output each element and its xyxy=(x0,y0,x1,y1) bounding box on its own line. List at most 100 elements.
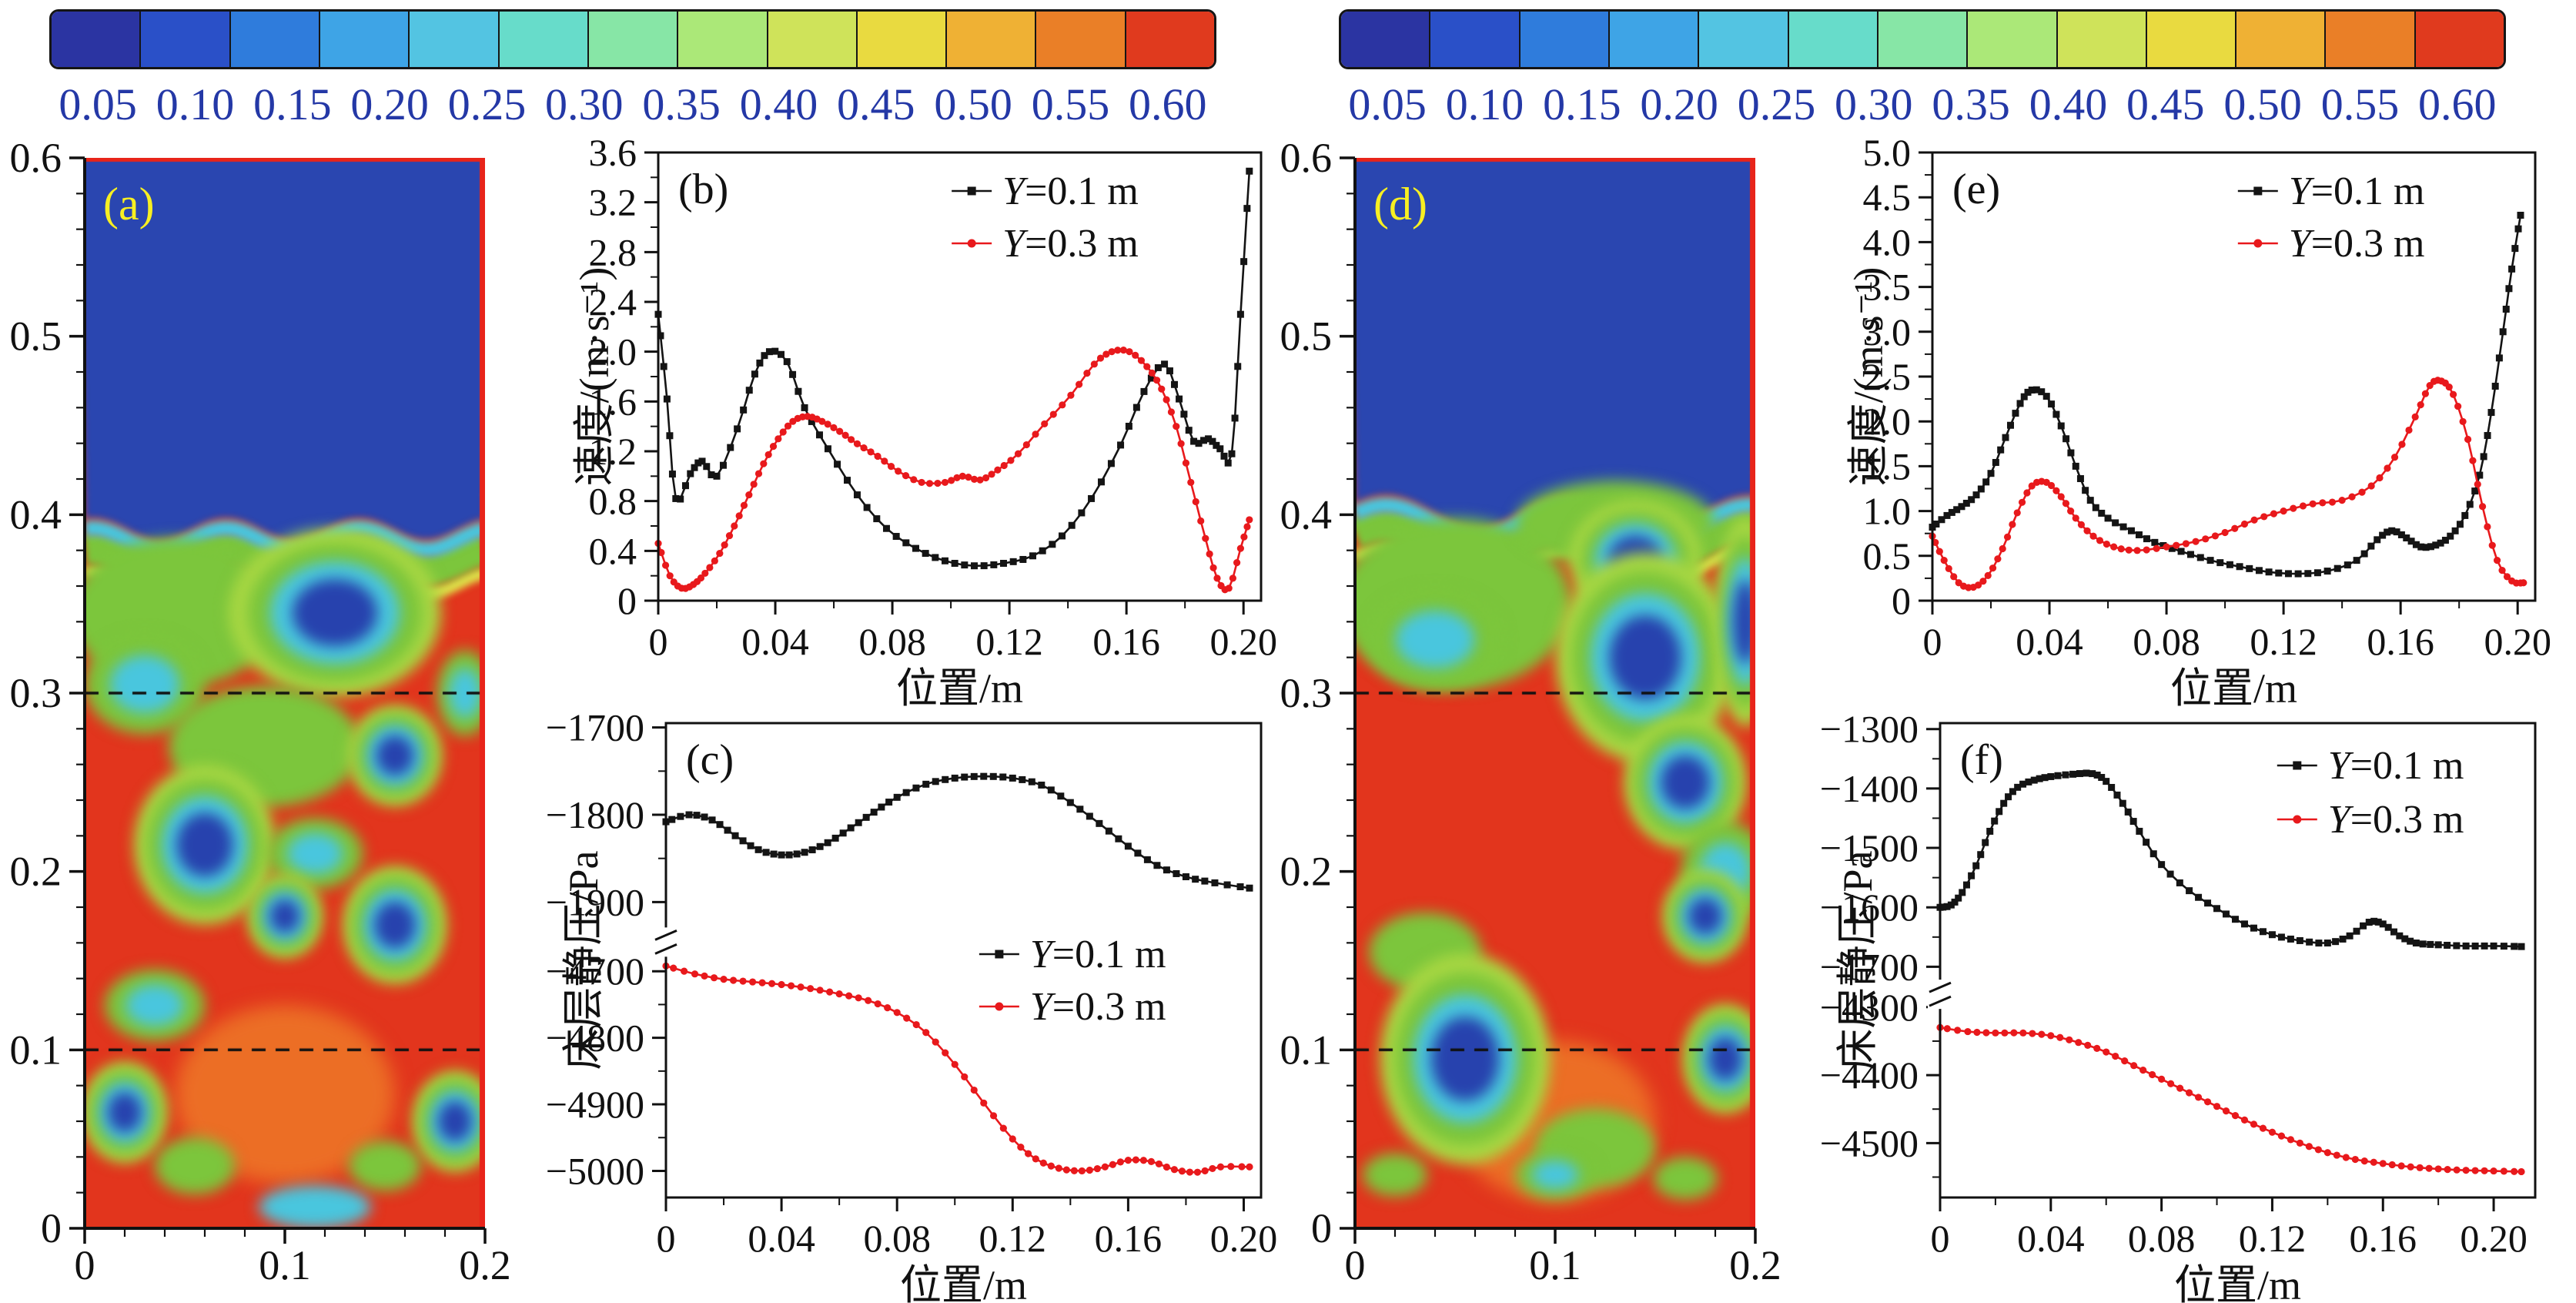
svg-text:2.8: 2.8 xyxy=(589,230,637,273)
colorbar-tick-label: 0.05 xyxy=(59,79,137,129)
colorbar-tick-label: 0.40 xyxy=(2029,79,2108,129)
svg-text:0: 0 xyxy=(41,1205,62,1251)
panel-a-contour: 0 0.1 0.2 0.3 0.4 0.5 0.6 0 0.1 0.2 (a) xyxy=(10,135,516,1290)
svg-text:0.6: 0.6 xyxy=(10,135,62,181)
legend-label: Y=0.1 m xyxy=(2328,744,2464,788)
svg-text:0.5: 0.5 xyxy=(10,313,62,360)
panel-b-velocity-chart: 0 0.4 0.8 1.2 1.6 2.0 2.4 2.8 3.2 3.6 0 0.04 0.08 0.1… xyxy=(571,131,1277,712)
panel-letter: (b) xyxy=(678,166,728,213)
colorbar-tick-label: 0.25 xyxy=(1737,79,1816,129)
series-1 xyxy=(654,167,1253,570)
colorbar-left: 0.05 0.10 0.15 0.20 0.25 0.30 0.35 0.40 0.45 0.50… xyxy=(49,9,1216,130)
svg-text:0.4: 0.4 xyxy=(1280,491,1333,538)
svg-text:0: 0 xyxy=(649,620,668,663)
contour-field-d xyxy=(1355,158,1755,1228)
svg-text:0: 0 xyxy=(1931,1217,1950,1260)
legend-label: Y=0.3 m xyxy=(2289,222,2425,266)
svg-text:4.5: 4.5 xyxy=(1863,176,1912,219)
chart-f: −1300 −1400 −1500 −1600 −1700−4300 −4400 −4500… xyxy=(1820,708,2537,1303)
legend-label: Y=0.1 m xyxy=(2289,169,2425,213)
colorbar-segment xyxy=(318,12,409,67)
svg-text:−4300: −4300 xyxy=(1820,986,1919,1029)
colorbar-left-labels: 0.05 0.10 0.15 0.20 0.25 0.30 0.35 0.40 0.45 0.50… xyxy=(49,79,1216,130)
svg-text:−5000: −5000 xyxy=(546,1149,644,1192)
svg-text:−1900: −1900 xyxy=(546,880,644,923)
chart-e: 00.51.01.52.02.53.03.54.04.55.00 0.04 0.08… xyxy=(1845,131,2551,712)
colorbar-segment xyxy=(1966,12,2056,67)
colorbar-right-bar xyxy=(1339,9,2506,69)
colorbar-tick-label: 0.15 xyxy=(1543,79,1621,129)
colorbar-segment xyxy=(497,12,587,67)
colorbar-segment xyxy=(2145,12,2236,67)
colorbar-tick-label: 0.05 xyxy=(1348,79,1427,129)
colorbar-segment xyxy=(1429,12,1519,67)
colorbar-tick-label: 0.35 xyxy=(1932,79,2010,129)
colorbar-segment xyxy=(766,12,856,67)
colorbar-tick-label: 0.55 xyxy=(1031,79,1110,129)
svg-text:0.12: 0.12 xyxy=(975,620,1043,663)
plot-frame xyxy=(1939,722,2537,1199)
legend-label: Y=0.1 m xyxy=(1002,169,1139,213)
colorbar-right: 0.05 0.10 0.15 0.20 0.25 0.30 0.35 0.40 0.45 0.50… xyxy=(1339,9,2506,130)
svg-text:0.16: 0.16 xyxy=(1092,620,1160,663)
colorbar-segment xyxy=(2056,12,2146,67)
svg-text:3.5: 3.5 xyxy=(1863,266,1912,309)
legend-label: Y=0.1 m xyxy=(1030,933,1166,976)
axes: 0 0.4 0.8 1.2 1.6 2.0 2.4 2.8 3.2 3.6 0 0.04 0.08 0.1… xyxy=(589,131,1277,663)
svg-text:−4800: −4800 xyxy=(546,1017,644,1060)
colorbar-tick-label: 0.55 xyxy=(2320,79,2400,129)
legend: Y=0.1 m Y=0.3 m xyxy=(2277,744,2464,842)
svg-text:0.04: 0.04 xyxy=(741,620,809,663)
panel-c-pressure-chart: −1700 −1800 −1900 −4700 −4800 −4900 −5000 0 0.04… xyxy=(546,706,1277,1303)
svg-text:0.4: 0.4 xyxy=(589,529,637,572)
svg-text:0.2: 0.2 xyxy=(1729,1242,1781,1288)
svg-text:0.1: 0.1 xyxy=(259,1242,311,1288)
svg-text:3.2: 3.2 xyxy=(589,181,637,224)
colorbar-segment xyxy=(945,12,1035,67)
svg-text:−1300: −1300 xyxy=(1820,708,1919,751)
svg-text:1.5: 1.5 xyxy=(1863,444,1912,487)
y-axis-title: 速度/(m·s⁻¹) xyxy=(1845,267,1892,487)
colorbar-segment xyxy=(1035,12,1125,67)
colorbar-segment xyxy=(1341,12,1430,67)
colorbar-tick-label: 0.10 xyxy=(156,79,235,129)
svg-text:1.6: 1.6 xyxy=(589,380,637,423)
colorbar-tick-label: 0.60 xyxy=(1129,79,1207,129)
svg-text:3.0: 3.0 xyxy=(1863,310,1912,353)
svg-text:1.0: 1.0 xyxy=(1863,490,1912,533)
colorbar-segment xyxy=(1787,12,1877,67)
svg-text:0.3: 0.3 xyxy=(1280,670,1333,716)
colorbar-segment xyxy=(1607,12,1698,67)
svg-text:−1600: −1600 xyxy=(1820,886,1919,929)
svg-text:0.16: 0.16 xyxy=(2367,620,2434,663)
contour-axes-d: 0 0.1 0.2 0.3 0.4 0.5 0.6 0 0.1 0.2 xyxy=(1280,135,1781,1288)
panel-letter: (c) xyxy=(686,736,734,784)
legend: Y=0.1 m Y=0.3 m xyxy=(2237,169,2425,266)
svg-text:2.5: 2.5 xyxy=(1863,355,1912,398)
colorbar-tick-label: 0.10 xyxy=(1445,79,1524,129)
contour-field-a xyxy=(85,158,485,1228)
svg-text:0.3: 0.3 xyxy=(10,670,62,716)
svg-text:−4900: −4900 xyxy=(546,1083,644,1126)
svg-text:2.4: 2.4 xyxy=(589,280,637,323)
legend: Y=0.1 m Y=0.3 m xyxy=(952,169,1139,266)
colorbar-tick-label: 0.20 xyxy=(350,79,429,129)
chart-b: 0 0.4 0.8 1.2 1.6 2.0 2.4 2.8 3.2 3.6 0 0.04 0.08 0.1… xyxy=(571,131,1277,712)
colorbar-segment xyxy=(1518,12,1608,67)
series-2 xyxy=(1936,1023,2525,1176)
colorbar-tick-label: 0.30 xyxy=(1835,79,1913,129)
svg-text:0.08: 0.08 xyxy=(858,620,926,663)
series-1 xyxy=(1929,211,2524,578)
colorbar-tick-label: 0.25 xyxy=(447,79,527,129)
colorbar-segment xyxy=(139,12,229,67)
colorbar-segment xyxy=(2324,12,2414,67)
panel-f-pressure-chart: −1300 −1400 −1500 −1600 −1700−4300 −4400 −4500… xyxy=(1820,708,2537,1303)
svg-text:0.8: 0.8 xyxy=(589,480,637,523)
y-axis-title: 床层静压/Pa xyxy=(1835,850,1881,1070)
svg-text:0.1: 0.1 xyxy=(10,1027,62,1073)
svg-text:1.2: 1.2 xyxy=(589,430,637,473)
svg-text:0.20: 0.20 xyxy=(1209,620,1277,663)
plot-frame xyxy=(657,151,1263,602)
svg-text:0: 0 xyxy=(1345,1242,1366,1288)
